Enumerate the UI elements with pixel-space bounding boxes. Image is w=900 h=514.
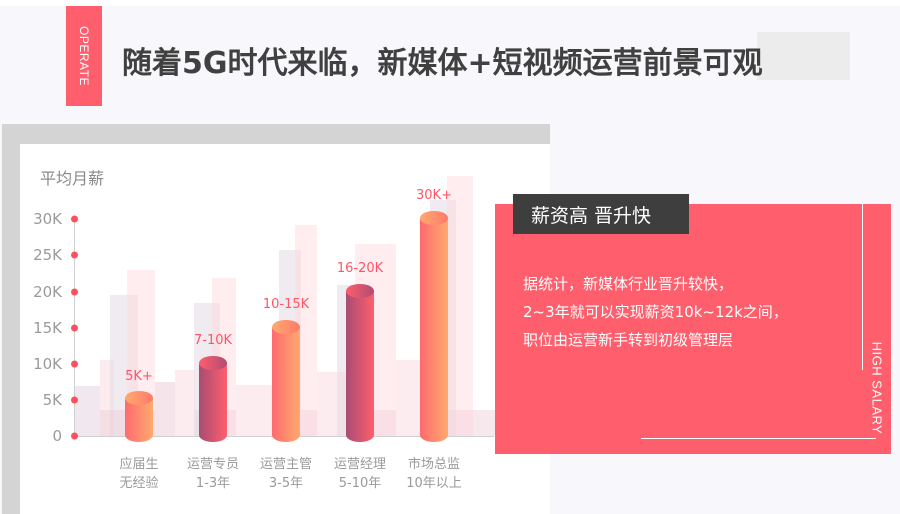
y-tick: 0 — [52, 427, 62, 445]
info-line: 2~3年就可以实现薪资10k~12k之间， — [523, 303, 788, 321]
info-line: 职位由运营新手转到初级管理层 — [523, 331, 734, 349]
bar-cylinder — [199, 356, 227, 442]
operate-tag-label: OPERATE — [77, 26, 91, 86]
title-highlight — [757, 32, 850, 80]
y-tick-dot — [71, 251, 78, 259]
bar-value-label: 5K+ — [125, 369, 153, 384]
info-vertical-divider — [862, 204, 863, 370]
info-horizontal-divider — [641, 438, 876, 439]
bar-value-label: 16-20K — [336, 261, 384, 276]
bar-cylinder — [420, 211, 448, 442]
operate-tag: OPERATE — [66, 6, 102, 106]
bar-cylinder — [125, 391, 153, 442]
y-tick: 25K — [33, 246, 62, 264]
bar-value-label: 30K+ — [416, 188, 452, 203]
y-tick: 10K — [33, 355, 62, 373]
bar-cylinder — [346, 284, 374, 442]
bar-value-label: 7-10K — [193, 333, 233, 348]
info-description: 据统计，新媒体行业晋升较快， 2~3年就可以实现薪资10k~12k之间， 职位由… — [523, 270, 788, 354]
x-category-label: 应届生 无经验 — [119, 457, 159, 491]
info-heading-tag: 薪资高 晋升快 — [513, 194, 689, 234]
bar-cylinder — [272, 320, 300, 442]
page-title: 随着5G时代来临，新媒体+短视频运营前景可观 — [122, 46, 763, 81]
info-panel — [495, 204, 891, 454]
x-category-label: 市场总监 10年以上 — [406, 457, 462, 491]
bar-value-label: 10-15K — [262, 297, 310, 312]
x-category-label: 运营经理 5-10年 — [333, 457, 386, 491]
y-tick-dot — [71, 432, 78, 440]
y-tick: 5K — [42, 391, 62, 409]
y-tick: 15K — [33, 319, 62, 337]
y-tick-dot — [71, 324, 78, 332]
y-tick: 20K — [33, 283, 62, 301]
info-side-label: HIGH SALARY — [869, 341, 885, 435]
y-tick-dot — [71, 215, 78, 223]
y-tick-dot — [71, 360, 78, 368]
info-line: 据统计，新媒体行业晋升较快， — [523, 275, 734, 293]
y-axis-title: 平均月薪 — [40, 169, 105, 188]
y-tick-dot — [71, 288, 78, 296]
info-heading: 薪资高 晋升快 — [531, 205, 652, 227]
x-category-label: 运营专员 1-3年 — [186, 457, 239, 491]
y-tick-dot — [71, 396, 78, 404]
x-category-label: 运营主管 3-5年 — [259, 457, 312, 491]
y-tick: 30K — [33, 210, 62, 228]
